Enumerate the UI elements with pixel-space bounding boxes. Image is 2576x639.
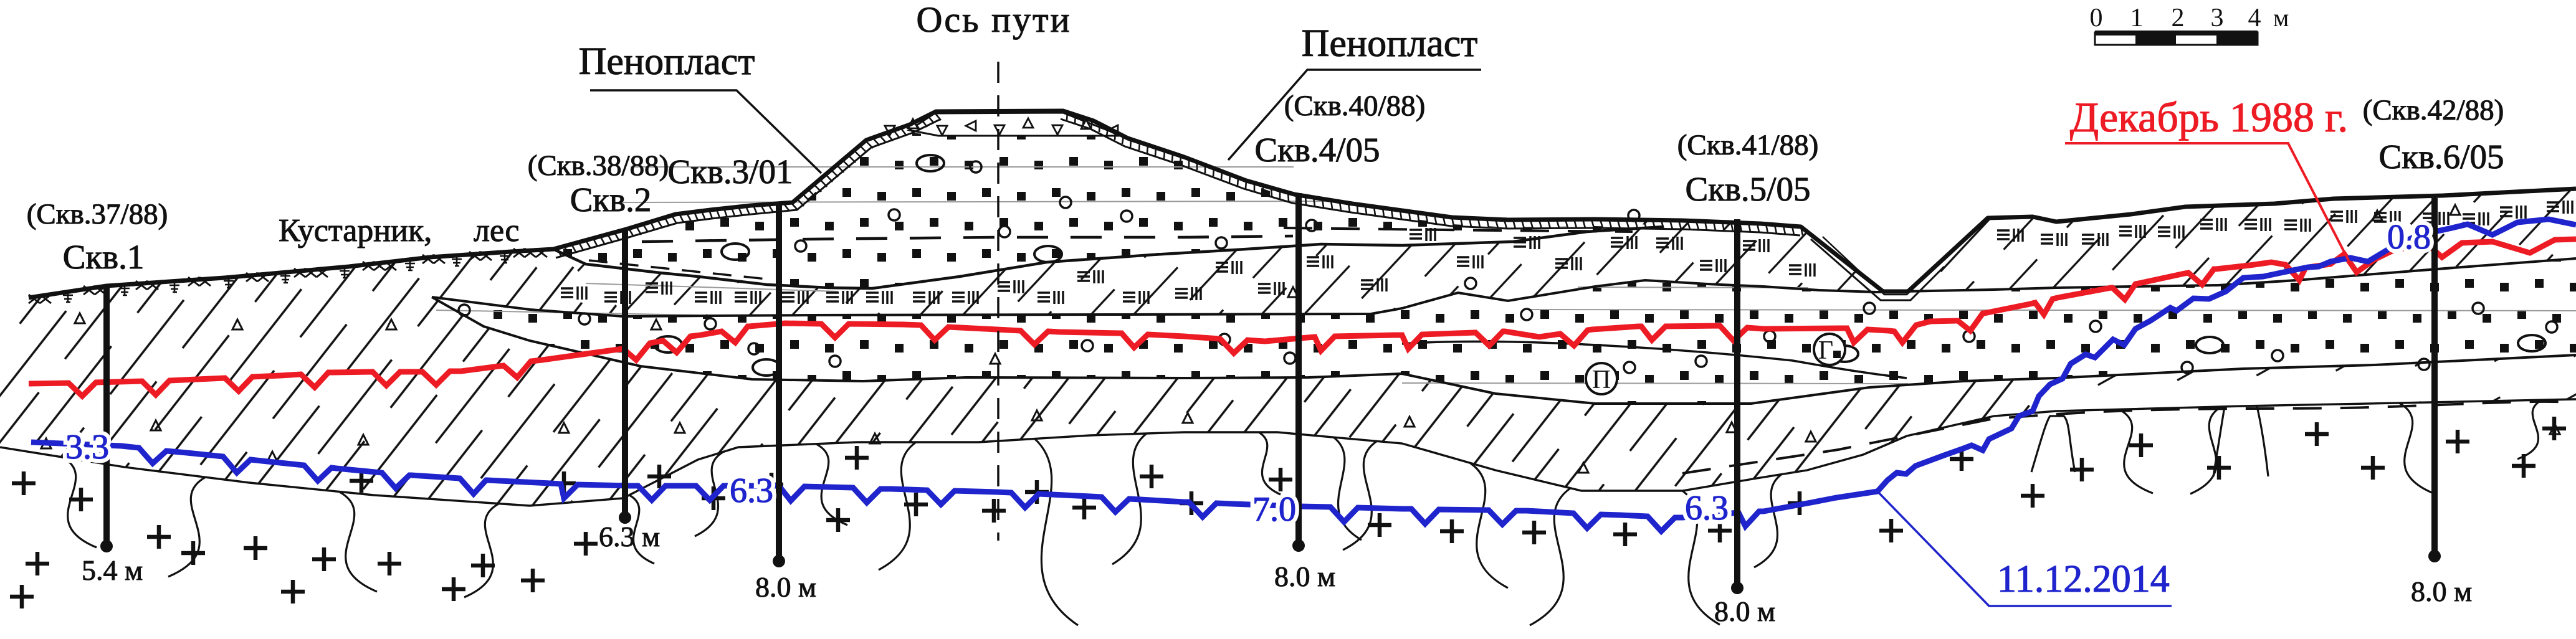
svg-text:Скв.4/05: Скв.4/05 xyxy=(1255,131,1380,169)
svg-text:2: 2 xyxy=(2172,4,2185,32)
svg-text:Скв.3/01: Скв.3/01 xyxy=(668,153,793,191)
svg-text:3: 3 xyxy=(2211,4,2224,32)
svg-text:Скв.6/05: Скв.6/05 xyxy=(2379,138,2504,176)
svg-text:Скв.2: Скв.2 xyxy=(570,181,652,219)
svg-text:3.3: 3.3 xyxy=(65,428,109,466)
svg-text:Ось пути: Ось пути xyxy=(916,0,1071,40)
svg-text:6.3: 6.3 xyxy=(730,471,773,510)
svg-text:8.0 м: 8.0 м xyxy=(1714,595,1775,627)
svg-text:м: м xyxy=(2273,4,2289,32)
svg-text:11.12.2014: 11.12.2014 xyxy=(1997,558,2170,600)
svg-text:П: П xyxy=(1592,366,1611,394)
svg-text:Кустарник,: Кустарник, xyxy=(279,213,432,249)
svg-text:8.0 м: 8.0 м xyxy=(755,571,816,603)
svg-text:0.8: 0.8 xyxy=(2387,218,2431,257)
svg-text:4: 4 xyxy=(2248,4,2261,32)
svg-text:8.0 м: 8.0 м xyxy=(2411,575,2472,607)
svg-text:(Скв.38/88): (Скв.38/88) xyxy=(528,149,669,182)
svg-text:5.4 м: 5.4 м xyxy=(82,554,143,586)
svg-text:7.0: 7.0 xyxy=(1252,490,1296,529)
svg-text:Пенопласт: Пенопласт xyxy=(1302,22,1478,65)
svg-text:0.8: 0.8 xyxy=(2387,218,2431,257)
svg-text:6.3: 6.3 xyxy=(1685,489,1729,528)
svg-text:(Скв.42/88): (Скв.42/88) xyxy=(2363,94,2504,126)
svg-text:(Скв.37/88): (Скв.37/88) xyxy=(27,198,168,230)
svg-text:Пенопласт: Пенопласт xyxy=(579,40,755,83)
svg-text:3.3: 3.3 xyxy=(65,428,109,466)
svg-text:Г: Г xyxy=(1818,336,1833,365)
svg-text:лес: лес xyxy=(474,213,519,249)
svg-text:1: 1 xyxy=(2130,4,2144,32)
svg-text:Декабрь 1988 г.: Декабрь 1988 г. xyxy=(2070,93,2348,141)
svg-text:7.0: 7.0 xyxy=(1252,490,1296,529)
svg-text:6.3 м: 6.3 м xyxy=(599,521,660,552)
svg-text:Скв.5/05: Скв.5/05 xyxy=(1686,170,1811,208)
svg-text:0: 0 xyxy=(2090,4,2103,32)
svg-text:(Скв.40/88): (Скв.40/88) xyxy=(1284,90,1426,122)
svg-text:(Скв.41/88): (Скв.41/88) xyxy=(1677,129,1819,161)
svg-text:6.3: 6.3 xyxy=(730,471,773,510)
svg-text:8.0 м: 8.0 м xyxy=(1274,561,1335,592)
svg-text:6.3: 6.3 xyxy=(1685,489,1729,528)
svg-text:Скв.1: Скв.1 xyxy=(63,238,145,276)
